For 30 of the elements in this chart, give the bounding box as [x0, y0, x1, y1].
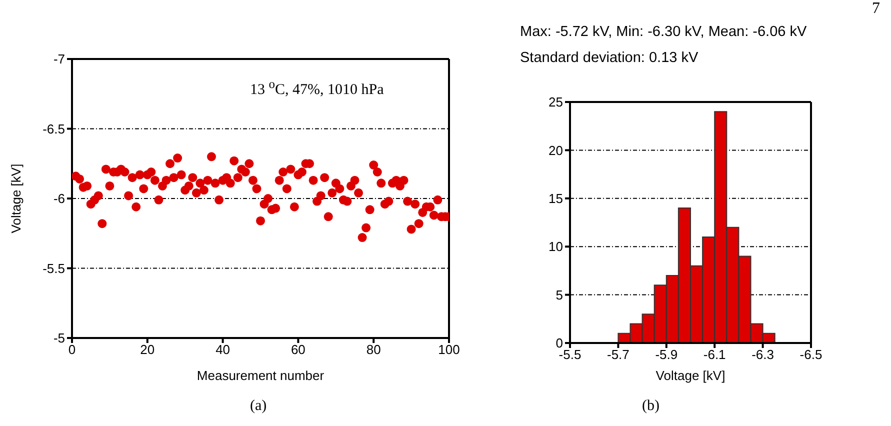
x-tick-label: 20	[140, 342, 155, 358]
x-tick-label: -6.3	[752, 347, 774, 362]
annotation: 13 $^{o}$C, 47%, 1010 hPa	[250, 77, 384, 99]
y-tick-label: -5.5	[42, 260, 65, 276]
y-tick-label: 15	[548, 191, 563, 206]
x-tick-label: 60	[290, 342, 306, 358]
y-tick-label: -5	[53, 330, 65, 346]
x-axis-title: Measurement number	[196, 368, 325, 383]
text: 7	[872, 0, 880, 18]
chart-title: Max: -5.72 kV, Min: -6.30 kV, Mean: -6.06 kV	[520, 24, 807, 40]
x-tick-label: 80	[366, 342, 381, 358]
y-tick-label: -6.5	[42, 121, 65, 136]
y-tick-label: -7	[53, 52, 65, 67]
x-tick-label: 0	[68, 342, 76, 358]
y-tick-label: 5	[556, 287, 563, 302]
y-tick-label: 10	[548, 239, 563, 254]
x-tick-label: 100	[438, 342, 460, 358]
x-tick-label: -6.5	[800, 347, 822, 362]
x-axis-title: Voltage [kV]	[656, 368, 726, 383]
x-tick-label: -6.1	[703, 347, 726, 362]
x-tick-label: -5.7	[606, 347, 630, 362]
text: (a)	[250, 398, 267, 415]
x-tick-label: -5.9	[655, 347, 678, 362]
x-tick-label: 40	[216, 342, 230, 358]
y-axis-title: Voltage [kV]	[8, 164, 24, 234]
chart-subtitle: Standard deviation: 0.13 kV	[520, 50, 698, 66]
y-tick-label: -6	[53, 191, 65, 206]
y-tick-label: 20	[548, 142, 563, 158]
y-tick-label: 25	[548, 94, 563, 110]
text: (b)	[642, 398, 660, 415]
